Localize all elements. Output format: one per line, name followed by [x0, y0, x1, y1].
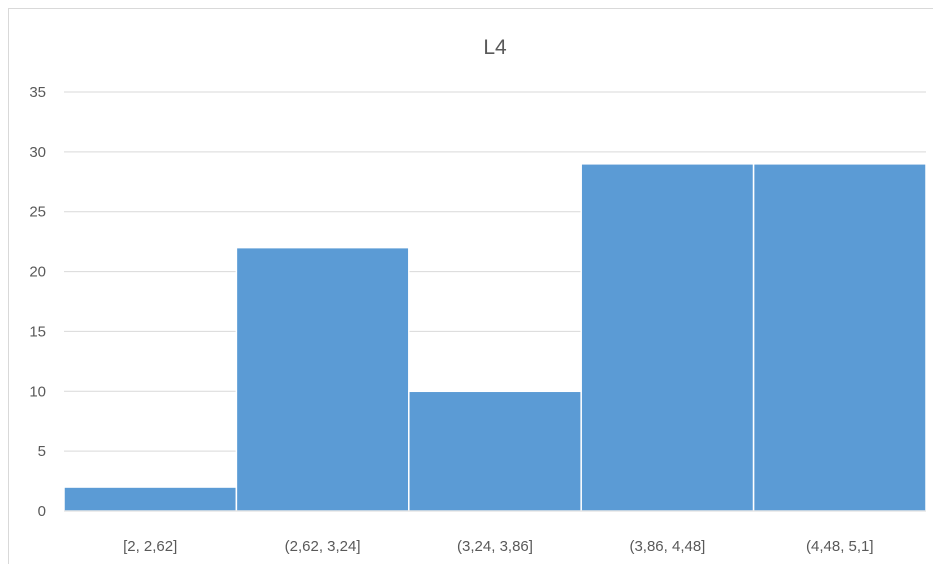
x-tick-label: (3,86, 4,48] [629, 538, 705, 555]
y-tick-label: 0 [38, 503, 46, 520]
y-tick-label: 30 [29, 144, 46, 161]
chart-title: L4 [483, 36, 507, 59]
x-axis-ticks: [2, 2,62] (2,62, 3,24] (3,24, 3,86] (3,86, … [123, 538, 873, 555]
y-tick-label: 25 [29, 204, 46, 221]
y-tick-label: 10 [29, 383, 46, 400]
x-tick-label: (4,48, 5,1] [806, 538, 874, 555]
bar [236, 248, 408, 511]
y-tick-label: 20 [29, 264, 46, 281]
y-axis-ticks: 0 5 10 15 20 25 30 35 [29, 84, 46, 520]
bar [754, 164, 926, 511]
x-tick-label: (2,62, 3,24] [285, 538, 361, 555]
bar [581, 164, 753, 511]
bars [64, 164, 926, 511]
x-tick-label: (3,24, 3,86] [457, 538, 533, 555]
bar [409, 391, 581, 511]
y-tick-label: 35 [29, 84, 46, 101]
y-tick-label: 5 [38, 443, 46, 460]
x-tick-label: [2, 2,62] [123, 538, 177, 555]
bar [64, 487, 236, 511]
y-tick-label: 15 [29, 323, 46, 340]
